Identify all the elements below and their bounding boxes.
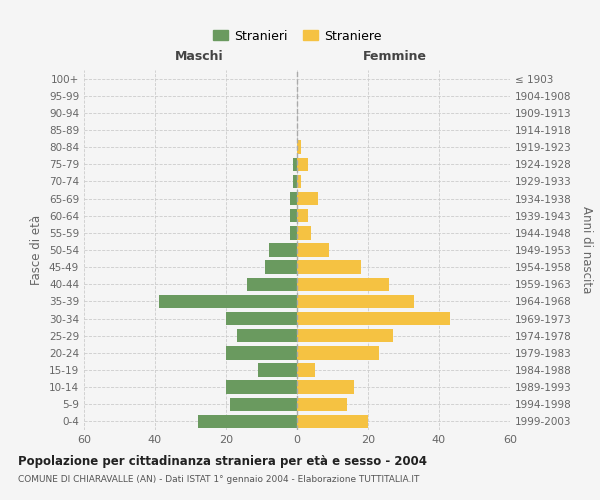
Bar	[226, 380, 297, 394]
Bar	[247, 278, 297, 291]
Bar	[297, 192, 319, 205]
Bar	[297, 398, 347, 411]
Bar	[290, 226, 297, 239]
Text: Maschi: Maschi	[175, 50, 223, 63]
Bar	[297, 244, 329, 256]
Bar	[293, 174, 297, 188]
Bar	[297, 209, 308, 222]
Bar	[226, 312, 297, 326]
Bar	[297, 226, 311, 239]
Bar	[297, 278, 389, 291]
Bar	[293, 158, 297, 171]
Bar	[297, 364, 315, 376]
Bar	[290, 209, 297, 222]
Bar	[297, 414, 368, 428]
Bar	[297, 140, 301, 154]
Bar	[297, 329, 393, 342]
Bar	[197, 414, 297, 428]
Bar	[269, 244, 297, 256]
Bar	[258, 364, 297, 376]
Bar	[297, 174, 301, 188]
Bar	[297, 346, 379, 360]
Legend: Stranieri, Straniere: Stranieri, Straniere	[209, 26, 385, 46]
Bar	[265, 260, 297, 274]
Bar	[236, 329, 297, 342]
Y-axis label: Anni di nascita: Anni di nascita	[580, 206, 593, 294]
Bar	[290, 192, 297, 205]
Bar	[297, 260, 361, 274]
Bar	[297, 380, 354, 394]
Y-axis label: Fasce di età: Fasce di età	[31, 215, 43, 285]
Bar	[158, 294, 297, 308]
Text: COMUNE DI CHIARAVALLE (AN) - Dati ISTAT 1° gennaio 2004 - Elaborazione TUTTITALI: COMUNE DI CHIARAVALLE (AN) - Dati ISTAT …	[18, 475, 419, 484]
Bar	[297, 312, 449, 326]
Text: Femmine: Femmine	[363, 50, 427, 63]
Text: Popolazione per cittadinanza straniera per età e sesso - 2004: Popolazione per cittadinanza straniera p…	[18, 455, 427, 468]
Bar	[226, 346, 297, 360]
Bar	[230, 398, 297, 411]
Bar	[297, 294, 414, 308]
Bar	[297, 158, 308, 171]
